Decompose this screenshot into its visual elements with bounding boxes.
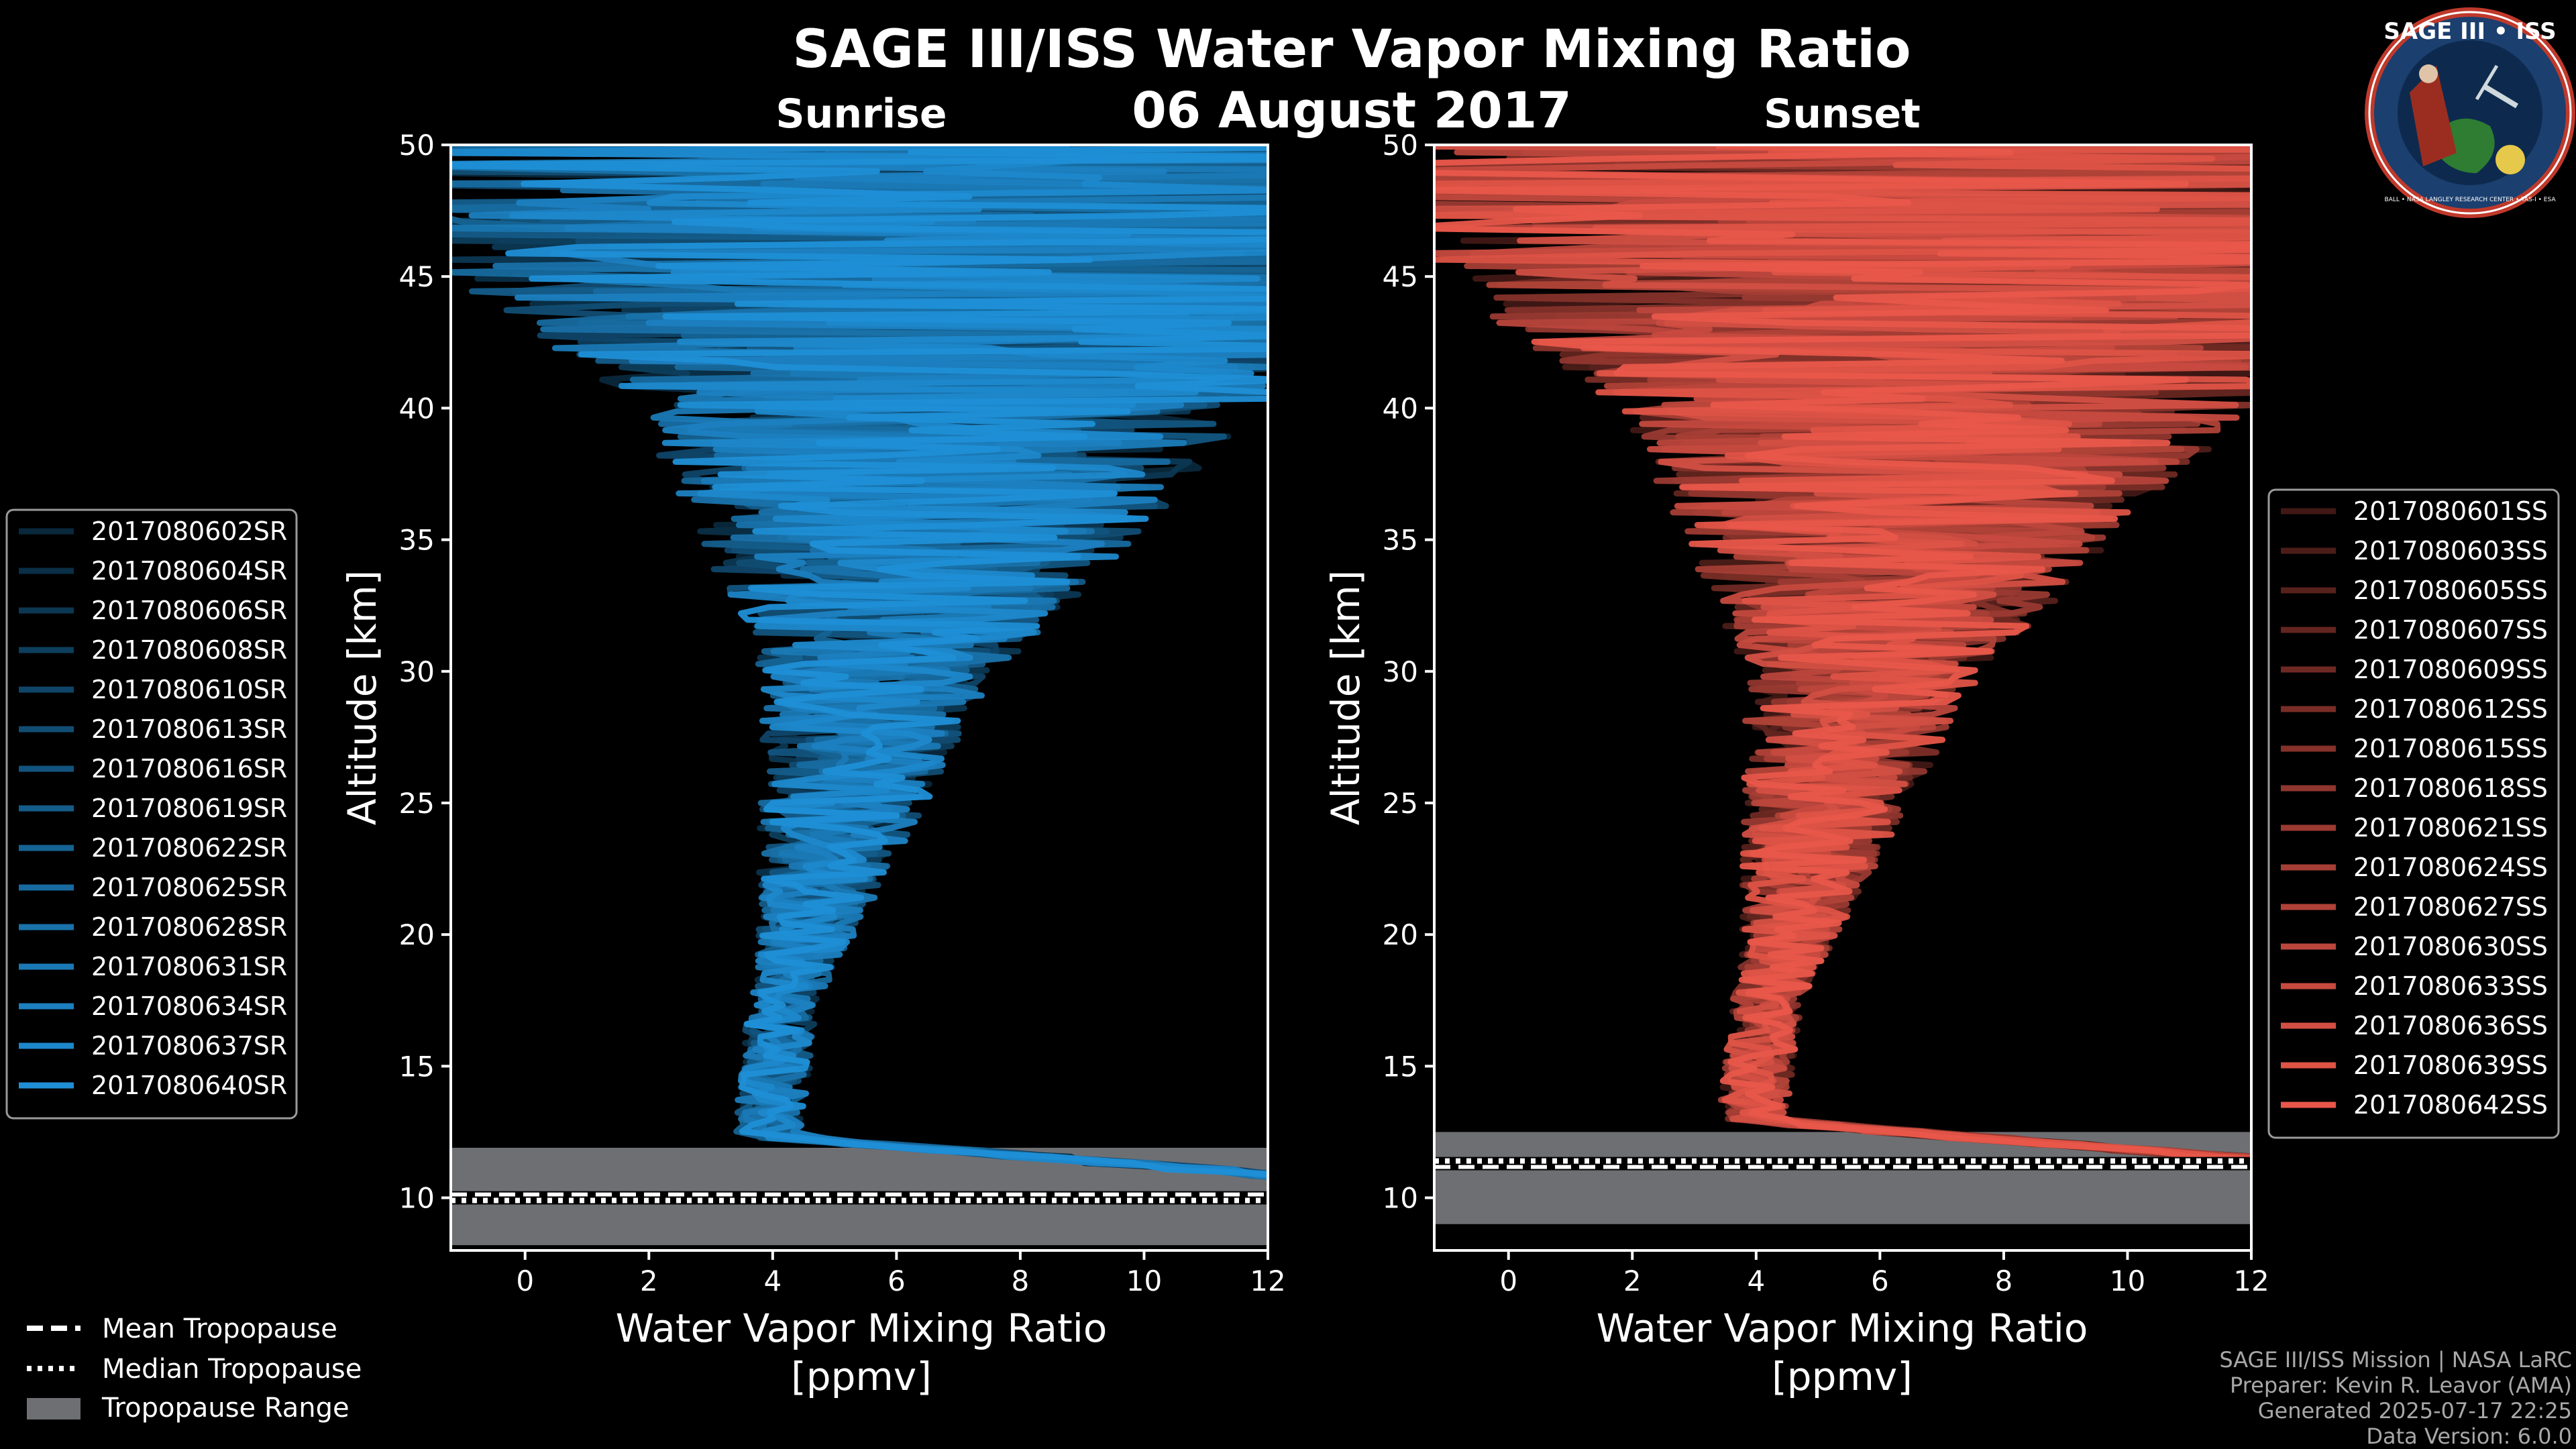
y-tick-label: 25 xyxy=(1383,787,1418,820)
y-tick-label: 40 xyxy=(399,392,435,425)
x-tick-label: 2 xyxy=(640,1265,658,1297)
sunset-panel: Sunset 0 2 4 6 8 10 12 10 15 20 25 30 35 40 45 50 Altit… xyxy=(1323,91,2560,1399)
y-tick-label: 35 xyxy=(1383,524,1418,557)
figure-date: 06 August 2017 xyxy=(1132,82,1572,140)
tropopause-range-swatch xyxy=(27,1398,80,1419)
tropopause-range-label: Tropopause Range xyxy=(101,1393,350,1424)
legend-label-2017080624SS: 2017080624SS xyxy=(2353,853,2548,882)
legend-label-2017080627SS: 2017080627SS xyxy=(2353,892,2548,922)
legend-label-2017080605SS: 2017080605SS xyxy=(2353,576,2548,605)
x-tick-label: 4 xyxy=(1747,1265,1765,1297)
legend-label-2017080610SR: 2017080610SR xyxy=(91,675,287,704)
y-tick-label: 20 xyxy=(399,918,435,951)
profile-2017080640SR xyxy=(451,145,1268,1177)
footer-line-3: Generated 2025-07-17 22:25 xyxy=(2258,1398,2572,1424)
x-tick-label: 2 xyxy=(1623,1265,1642,1297)
y-tick-label: 30 xyxy=(399,655,435,688)
legend-label-2017080634SR: 2017080634SR xyxy=(91,991,287,1021)
sunset-legend: 2017080601SS 2017080603SS 2017080605SS 2017… xyxy=(2267,488,2560,1139)
y-tick-label: 15 xyxy=(1383,1050,1418,1083)
legend-label-2017080619SR: 2017080619SR xyxy=(91,794,287,823)
legend-label-2017080609SS: 2017080609SS xyxy=(2353,655,2548,684)
median-tropopause-label: Median Tropopause xyxy=(102,1354,362,1385)
legend-label-2017080631SR: 2017080631SR xyxy=(91,952,287,981)
profile-2017080636SS xyxy=(1434,145,2251,1163)
y-tick-label: 25 xyxy=(399,787,435,820)
sunrise-ylabel: Altitude [km] xyxy=(339,570,385,825)
y-tick-label: 40 xyxy=(1383,392,1418,425)
logo-ring-text: BALL • NASA LANGLEY RESEARCH CENTER • TA… xyxy=(2384,197,2556,203)
legend-label-2017080612SS: 2017080612SS xyxy=(2353,694,2548,724)
x-tick-label: 12 xyxy=(1250,1265,1285,1297)
legend-label-2017080618SS: 2017080618SS xyxy=(2353,773,2548,803)
legend-label-2017080622SR: 2017080622SR xyxy=(91,833,287,863)
sunset-xlabel-line2: [ppmv] xyxy=(1772,1354,1913,1399)
legend-label-2017080616SR: 2017080616SR xyxy=(91,754,287,784)
legend-label-2017080602SR: 2017080602SR xyxy=(91,517,287,546)
y-tick-label: 45 xyxy=(399,260,435,293)
x-tick-label: 6 xyxy=(1871,1265,1889,1297)
x-tick-label: 8 xyxy=(1012,1265,1030,1297)
legend-label-2017080642SS: 2017080642SS xyxy=(2353,1090,2548,1120)
legend-label-2017080606SR: 2017080606SR xyxy=(91,596,287,625)
legend-label-2017080640SR: 2017080640SR xyxy=(91,1071,287,1100)
y-tick-label: 20 xyxy=(1383,918,1418,951)
x-tick-label: 8 xyxy=(1995,1265,2013,1297)
profile-2017080642SS xyxy=(1434,145,2251,1163)
profile-2017080637SR xyxy=(451,145,1268,1179)
tropopause-legend: Mean Tropopause Median Tropopause Tropop… xyxy=(27,1313,362,1424)
y-tick-label: 10 xyxy=(399,1182,435,1215)
x-tick-label: 12 xyxy=(2233,1265,2269,1297)
legend-label-2017080639SS: 2017080639SS xyxy=(2353,1051,2548,1080)
legend-label-2017080630SS: 2017080630SS xyxy=(2353,932,2548,961)
legend-label-2017080603SS: 2017080603SS xyxy=(2353,536,2548,566)
sunrise-subtitle: Sunrise xyxy=(775,91,947,138)
legend-label-2017080615SS: 2017080615SS xyxy=(2353,734,2548,763)
y-tick-label: 35 xyxy=(399,524,435,557)
x-tick-label: 10 xyxy=(2110,1265,2145,1297)
footer-line-1: SAGE III/ISS Mission | NASA LaRC xyxy=(2219,1347,2572,1373)
y-tick-label: 45 xyxy=(1383,260,1418,293)
legend-label-2017080601SS: 2017080601SS xyxy=(2353,496,2548,526)
footer-credits: SAGE III/ISS Mission | NASA LaRC Prepare… xyxy=(2219,1347,2572,1449)
legend-label-2017080613SR: 2017080613SR xyxy=(91,714,287,744)
legend-label-2017080625SR: 2017080625SR xyxy=(91,873,287,902)
sunrise-legend: 2017080602SR 2017080604SR 2017080606SR 2017… xyxy=(5,508,298,1120)
y-tick-label: 50 xyxy=(1383,129,1418,162)
mean-tropopause-label: Mean Tropopause xyxy=(102,1313,337,1344)
legend-label-2017080621SS: 2017080621SS xyxy=(2353,813,2548,843)
legend-label-2017080607SS: 2017080607SS xyxy=(2353,615,2548,645)
legend-label-2017080604SR: 2017080604SR xyxy=(91,556,287,586)
sunrise-panel: Sunrise 0 2 4 6 8 10 12 10 15 20 25 30 35 40 45 50 Alti… xyxy=(5,91,1286,1399)
x-tick-label: 6 xyxy=(888,1265,906,1297)
x-tick-label: 4 xyxy=(763,1265,782,1297)
sunset-ylabel: Altitude [km] xyxy=(1323,570,1368,825)
legend-label-2017080637SR: 2017080637SR xyxy=(91,1031,287,1061)
legend-label-2017080633SS: 2017080633SS xyxy=(2353,971,2548,1001)
y-tick-label: 30 xyxy=(1383,655,1418,688)
logo-title: SAGE III • ISS xyxy=(2383,18,2556,45)
sage-iii-iss-logo: SAGE III • ISS BALL • NASA LANGLEY RESEA… xyxy=(2365,7,2575,218)
sunrise-xlabel-line2: [ppmv] xyxy=(791,1354,932,1399)
sunrise-xlabel-line1: Water Vapor Mixing Ratio xyxy=(616,1305,1108,1351)
footer-line-2: Preparer: Kevin R. Leavor (AMA) xyxy=(2230,1373,2572,1398)
y-tick-label: 50 xyxy=(399,129,435,162)
x-tick-label: 10 xyxy=(1126,1265,1162,1297)
figure-title: SAGE III/ISS Water Vapor Mixing Ratio xyxy=(792,19,1911,80)
legend-label-2017080608SR: 2017080608SR xyxy=(91,635,287,665)
footer-line-4: Data Version: 6.0.0 xyxy=(2366,1424,2572,1449)
x-tick-label: 0 xyxy=(516,1265,534,1297)
y-tick-label: 15 xyxy=(399,1050,435,1083)
x-tick-label: 0 xyxy=(1499,1265,1517,1297)
sunset-xlabel-line1: Water Vapor Mixing Ratio xyxy=(1597,1305,2088,1351)
legend-label-2017080628SR: 2017080628SR xyxy=(91,912,287,942)
y-tick-label: 10 xyxy=(1383,1182,1418,1215)
legend-label-2017080636SS: 2017080636SS xyxy=(2353,1011,2548,1040)
profile-2017080633SS xyxy=(1434,145,2251,1162)
sunset-subtitle: Sunset xyxy=(1764,91,1921,138)
